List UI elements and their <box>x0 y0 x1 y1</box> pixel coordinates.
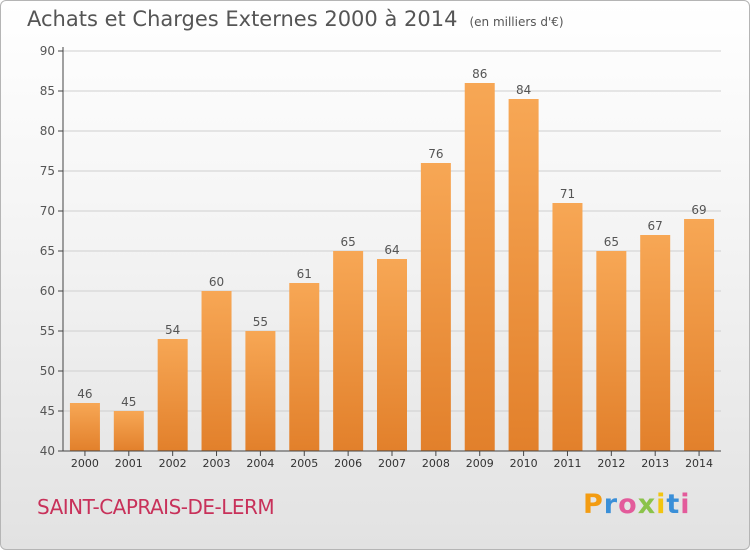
proxiti-logo[interactable]: Proxiti <box>583 489 691 520</box>
x-tick-label: 2004 <box>246 457 274 470</box>
bar <box>640 235 671 451</box>
data-label: 60 <box>209 275 224 289</box>
data-label: 54 <box>165 323 180 337</box>
chart-title-text: Achats et Charges Externes 2000 à 2014 <box>27 7 458 31</box>
x-tick-label: 2013 <box>641 457 669 470</box>
bar <box>333 251 364 451</box>
bar <box>420 163 451 451</box>
bar <box>596 251 627 451</box>
x-tick-label: 2009 <box>466 457 494 470</box>
data-label: 69 <box>691 203 706 217</box>
x-tick-label: 2002 <box>159 457 187 470</box>
logo-letter: x <box>637 489 657 520</box>
data-label: 67 <box>648 219 663 233</box>
data-label: 65 <box>604 235 619 249</box>
y-tick-label: 75 <box>40 164 55 178</box>
data-label: 45 <box>121 395 136 409</box>
data-label: 61 <box>297 267 312 281</box>
data-label: 55 <box>253 315 268 329</box>
bar <box>377 259 407 451</box>
data-label: 86 <box>472 67 487 81</box>
bar <box>69 403 100 451</box>
x-tick-label: 2011 <box>553 457 581 470</box>
data-label: 64 <box>384 243 399 257</box>
y-tick-label: 90 <box>40 44 55 58</box>
chart-unit: (en milliers d'€) <box>469 15 564 29</box>
bar <box>552 203 583 451</box>
logo-letter: r <box>603 489 619 520</box>
y-tick-label: 55 <box>40 324 55 338</box>
y-tick-label: 65 <box>40 244 55 258</box>
logo-letter: o <box>618 489 638 520</box>
logo-letter: t <box>666 489 681 520</box>
x-tick-label: 2007 <box>378 457 406 470</box>
data-label: 65 <box>340 235 355 249</box>
bars: 46 45 54 60 55 61 65 64 76 86 84 71 65 67 69 <box>69 67 715 451</box>
chart-title: Achats et Charges Externes 2000 à 2014 (e… <box>27 7 564 31</box>
y-tick-label: 70 <box>40 204 55 218</box>
axes: 40 45 50 55 60 65 70 75 80 85 90 2000 2001 2002 2003 20… <box>40 44 721 470</box>
x-tick-label: 2006 <box>334 457 362 470</box>
x-tick-label: 2003 <box>203 457 231 470</box>
y-tick-label: 50 <box>40 364 55 378</box>
bar <box>464 83 495 451</box>
data-label: 46 <box>77 387 92 401</box>
x-tick-label: 2010 <box>510 457 538 470</box>
bar <box>113 411 144 451</box>
data-label: 76 <box>428 147 443 161</box>
bar <box>508 99 539 451</box>
y-tick-label: 45 <box>40 404 55 418</box>
logo-letter: i <box>680 489 691 520</box>
x-tick-label: 2001 <box>115 457 143 470</box>
x-tick-label: 2012 <box>597 457 625 470</box>
town-name: SAINT-CAPRAIS-DE-LERM <box>37 495 275 519</box>
x-tick-label: 2000 <box>71 457 99 470</box>
x-tick-label: 2008 <box>422 457 450 470</box>
bar <box>201 291 232 451</box>
logo-letter: i <box>656 489 667 520</box>
data-label: 71 <box>560 187 575 201</box>
y-tick-label: 80 <box>40 124 55 138</box>
y-tick-label: 60 <box>40 284 55 298</box>
data-label: 84 <box>516 83 531 97</box>
y-tick-label: 85 <box>40 84 55 98</box>
x-tick-label: 2014 <box>685 457 713 470</box>
bar <box>157 339 188 451</box>
x-tick-label: 2005 <box>290 457 318 470</box>
bar <box>684 219 715 451</box>
bar <box>245 331 276 451</box>
logo-letter: P <box>583 489 604 520</box>
y-tick-label: 40 <box>40 444 55 458</box>
bar <box>289 283 320 451</box>
